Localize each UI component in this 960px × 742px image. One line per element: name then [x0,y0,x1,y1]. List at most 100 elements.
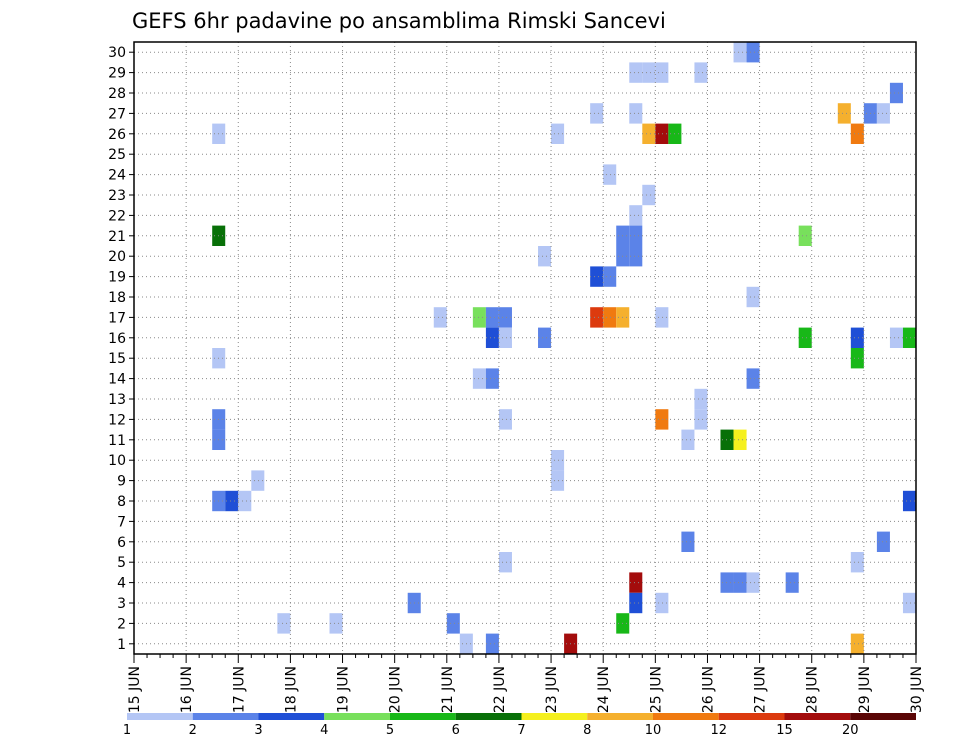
legend-label: 4 [320,723,328,738]
precip-cell [720,572,734,593]
legend-label: 15 [776,723,793,738]
precip-cell [733,42,747,63]
precip-cell [225,490,239,512]
legend-swatch [258,713,325,720]
precip-cell [850,348,864,369]
precip-cell [655,307,669,328]
legend-label: 20 [842,723,859,738]
precip-cell [902,490,916,512]
precip-cell [850,552,864,573]
legend-label: 3 [254,723,262,738]
legend-swatch [390,713,456,720]
precip-cell [850,633,864,654]
legend-swatch [850,713,916,720]
y-tick-label: 20 [108,249,126,265]
precip-cell [485,307,499,328]
legend-label: 6 [452,723,460,738]
x-tick-label: 19 JUN [336,666,352,713]
legend-label: 10 [645,723,662,738]
precip-cell [603,164,617,185]
x-tick-label: 17 JUN [231,666,247,713]
x-axis: 15 JUN 16 JUN 17 JUN 18 JUN 19 JUN 20 JUN 21 J… [127,654,925,713]
colorbar-legend: 1 2 3 4 5 6 7 8 10 12 15 20 [123,713,916,738]
y-tick-label: 17 [108,310,126,326]
x-tick-label: 20 JUN [388,666,404,713]
x-tick-label: 16 JUN [179,666,195,713]
precip-cell [876,103,890,124]
x-tick-label: 27 JUN [753,666,769,713]
legend-label: 7 [517,723,525,738]
y-tick-label: 23 [108,188,126,204]
y-tick-label: 13 [108,392,126,408]
x-tick-label: 24 JUN [596,666,612,713]
legend-label: 2 [189,723,197,738]
legend-label: 1 [123,723,131,738]
x-tick-label: 15 JUN [127,666,143,713]
precip-cell [889,82,903,104]
precip-cell [642,123,656,144]
y-tick-label: 7 [117,514,126,530]
precip-cell [538,327,552,348]
y-tick-label: 6 [117,535,126,551]
legend-label: 12 [710,723,727,738]
y-tick-label: 30 [108,45,126,61]
precip-cell [850,123,864,144]
y-tick-label: 22 [108,208,126,224]
precip-cell [694,388,708,410]
precip-cell [746,286,760,308]
legend-swatch [521,713,588,720]
precip-cell [629,572,643,593]
chart-title: GEFS 6hr padavine po ansamblima Rimski S… [132,9,666,33]
precip-cell [681,531,695,552]
precip-cell [472,368,486,389]
precip-cell [681,429,695,450]
y-tick-label: 10 [108,453,126,469]
precip-cell [902,327,916,348]
y-tick-label: 28 [108,86,126,102]
precip-cell [472,307,486,328]
precip-cell [551,470,565,491]
legend-swatch [784,713,851,720]
x-tick-label: 26 JUN [700,666,716,713]
x-tick-label: 18 JUN [283,666,299,713]
precip-cell [538,246,552,267]
y-tick-label: 29 [108,66,126,82]
y-tick-label: 21 [108,229,126,245]
legend-swatch [718,713,785,720]
y-tick-label: 12 [108,412,126,428]
precip-cell [603,307,617,328]
precip-cell [433,307,447,328]
precip-cell [590,307,604,328]
legend-swatch [653,713,719,720]
legend-swatch [192,713,259,720]
precip-cell [798,225,812,246]
y-tick-label: 4 [117,576,126,592]
precip-cell [251,470,265,491]
precip-cell [629,62,643,83]
precip-cell [889,327,903,348]
precip-cell [551,450,565,471]
precip-cell [902,592,916,614]
y-tick-label: 16 [108,331,126,347]
y-tick-label: 19 [108,270,126,286]
y-tick-label: 8 [117,494,126,510]
precip-cell [629,103,643,124]
y-tick-label: 11 [108,433,126,449]
y-tick-label: 25 [108,147,126,163]
precip-cell [785,572,799,593]
y-tick-label: 3 [117,596,126,612]
precip-cell [655,409,669,430]
x-tick-label: 29 JUN [857,666,873,713]
precip-cell [551,123,565,144]
precip-cell [642,184,656,206]
precip-cell [876,531,890,552]
precip-cell [694,62,708,83]
precip-cell [498,327,512,348]
precip-cell [590,103,604,124]
x-tick-label: 28 JUN [805,666,821,713]
legend-swatch [587,713,653,720]
precip-cell [485,327,499,348]
legend-swatch [324,713,390,720]
x-tick-label: 23 JUN [544,666,560,713]
